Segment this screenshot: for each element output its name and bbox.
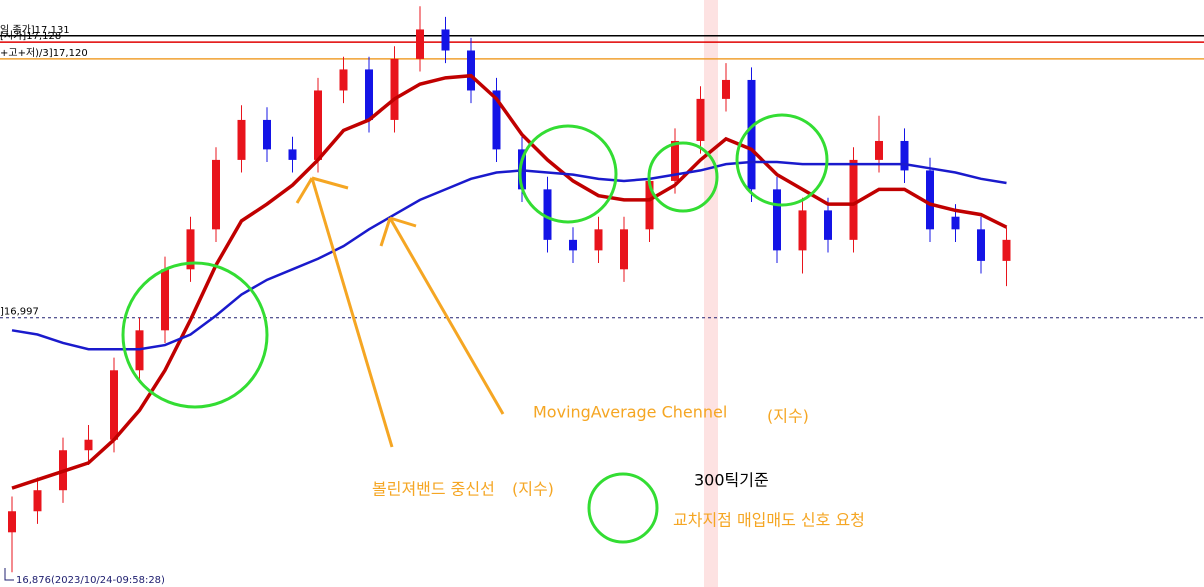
arrow-head xyxy=(311,176,349,190)
candle-body xyxy=(900,140,909,171)
candle-body xyxy=(747,79,756,190)
annotation: 볼린져밴드 중신선 xyxy=(372,480,495,499)
circle xyxy=(518,124,618,224)
candle-body xyxy=(390,58,399,120)
arrow-head xyxy=(379,217,392,247)
candle-body xyxy=(212,159,220,230)
circle xyxy=(647,141,719,213)
candle-body xyxy=(594,229,603,251)
circle xyxy=(121,261,269,409)
candle-body xyxy=(288,149,297,160)
level-label: [시가]17,128 xyxy=(0,30,61,42)
candle-body xyxy=(824,210,832,240)
candle-body xyxy=(492,90,501,150)
circle xyxy=(735,113,829,207)
candle-body xyxy=(84,439,93,451)
candle-body xyxy=(186,229,195,270)
arrow-head xyxy=(295,177,314,204)
candle-body xyxy=(33,490,42,512)
moving-average xyxy=(11,160,1007,351)
candle-body xyxy=(696,98,705,141)
candle-body xyxy=(620,229,628,270)
candle-body xyxy=(875,140,883,160)
candle-body xyxy=(314,90,322,160)
candle-body xyxy=(441,29,450,51)
candle-body xyxy=(977,229,985,261)
candle-body xyxy=(110,370,118,440)
arrow xyxy=(388,217,505,415)
candle-body xyxy=(263,119,271,150)
candle-body xyxy=(543,189,552,240)
low-marker-line xyxy=(4,568,14,581)
annotation-shapes xyxy=(4,113,829,581)
candle-body xyxy=(569,239,577,251)
annotation: 300틱기준 xyxy=(694,471,769,490)
candle-body xyxy=(161,269,169,331)
candle-body xyxy=(798,210,807,251)
annotation: (지수) xyxy=(767,407,809,426)
candle-body xyxy=(339,69,348,91)
candle-body xyxy=(8,511,16,533)
candle-body xyxy=(773,189,781,251)
plot xyxy=(0,6,1204,573)
candle-body xyxy=(467,50,475,91)
candle-body xyxy=(1002,239,1011,261)
level-label: 일 종가]17,131 xyxy=(0,24,70,36)
highlight-band xyxy=(704,0,718,587)
annotation: (지수) xyxy=(512,480,554,499)
legend-circle xyxy=(587,472,659,544)
level-label: +고+저)/3]17,120 xyxy=(0,47,88,59)
candle-body xyxy=(849,159,858,240)
annotation: 교차지점 매입매도 신호 요청 xyxy=(673,511,865,530)
candle-body xyxy=(926,170,934,230)
low-marker-label: 16,876(2023/10/24-09:58:28) xyxy=(16,575,165,586)
annotation: MovingAverage Chennel xyxy=(533,403,727,422)
candle-body xyxy=(671,140,679,181)
arrow xyxy=(310,177,394,448)
candle-body xyxy=(365,69,373,120)
moving-average xyxy=(11,73,1008,490)
arrow-head xyxy=(389,216,417,228)
candle-body xyxy=(237,119,246,160)
candle-body xyxy=(416,29,424,59)
labels: 일 종가]17,131[시가]17,128 +고+저)/3]17,120 ]16,9… xyxy=(0,24,865,586)
candle-body xyxy=(951,216,960,230)
candle-body xyxy=(722,79,730,99)
candle-body xyxy=(645,180,654,230)
level-label: ]16,997 xyxy=(0,307,39,318)
